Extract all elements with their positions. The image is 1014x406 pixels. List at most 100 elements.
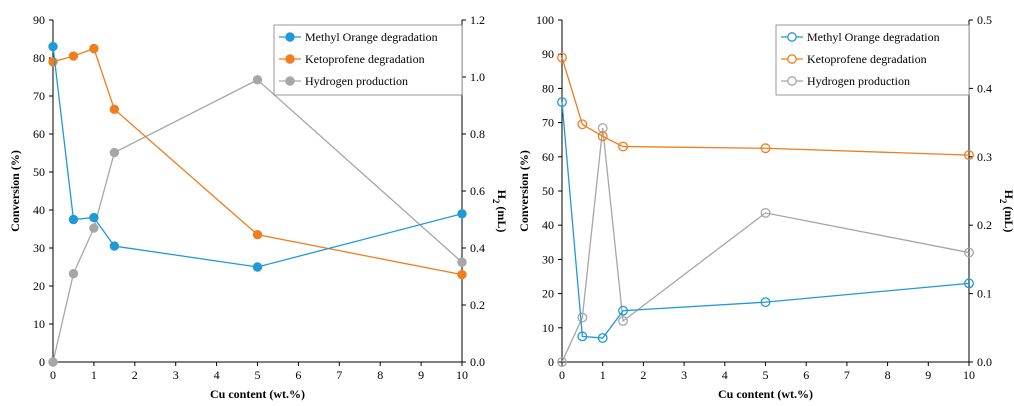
data-point xyxy=(457,257,467,267)
data-point xyxy=(760,143,771,154)
y-right-label-h: H xyxy=(1002,190,1014,200)
x-tick-label: 6 xyxy=(803,368,809,382)
x-tick-label: 5 xyxy=(255,368,261,382)
legend-label: Ketoprofene degradation xyxy=(807,52,927,66)
y-left-tick-label: 70 xyxy=(542,116,554,130)
legend-swatch-marker xyxy=(787,54,797,64)
x-tick-label: 0 xyxy=(50,368,56,382)
y-left-tick-label: 40 xyxy=(542,218,554,232)
y-left-tick-label: 70 xyxy=(33,89,45,103)
legend-swatch-marker xyxy=(787,76,797,86)
y-left-tick-label: 60 xyxy=(33,127,45,141)
legend-label: Hydrogen production xyxy=(807,74,910,88)
y-left-tick-label: 40 xyxy=(33,203,45,217)
y-right-tick-label: 0.1 xyxy=(977,287,992,301)
data-point xyxy=(89,223,99,233)
data-point xyxy=(457,209,467,219)
x-tick-label: 10 xyxy=(963,368,975,382)
data-point xyxy=(597,131,608,142)
y-left-tick-label: 50 xyxy=(33,165,45,179)
data-point xyxy=(252,262,263,272)
y-left-axis-label: Conversion (%) xyxy=(8,150,22,232)
data-point xyxy=(557,357,567,367)
x-tick-label: 4 xyxy=(214,368,220,382)
y-right-label-sub: 2 xyxy=(998,199,1008,204)
legend-swatch-marker xyxy=(285,54,295,64)
data-point xyxy=(618,305,629,316)
y-right-axis-label: H2 (mL) xyxy=(491,190,507,233)
x-tick-label: 8 xyxy=(885,368,891,382)
y-right-tick-label: 0.6 xyxy=(470,184,485,198)
data-point xyxy=(597,333,608,344)
data-point xyxy=(68,214,79,225)
y-right-tick-label: 1.0 xyxy=(470,70,485,84)
x-tick-label: 7 xyxy=(844,368,850,382)
data-point xyxy=(457,269,467,280)
data-point xyxy=(618,141,629,152)
legend-box xyxy=(775,24,970,96)
series-line xyxy=(52,46,463,268)
data-point xyxy=(89,43,99,54)
y-right-tick-label: 0.4 xyxy=(470,241,485,255)
y-left-tick-label: 80 xyxy=(33,51,45,65)
series-line xyxy=(561,128,970,363)
data-point xyxy=(109,104,120,115)
y-right-tick-label: 0.2 xyxy=(470,298,485,312)
legend-box xyxy=(273,24,463,96)
y-left-tick-label: 30 xyxy=(33,241,45,255)
y-left-tick-label: 30 xyxy=(542,252,554,266)
x-tick-label: 9 xyxy=(418,368,424,382)
x-tick-label: 4 xyxy=(722,368,728,382)
y-left-tick-label: 0 xyxy=(548,355,554,369)
data-point xyxy=(109,147,120,158)
y-left-tick-label: 10 xyxy=(542,321,554,335)
series-line xyxy=(561,57,970,156)
data-point xyxy=(964,247,974,258)
data-point xyxy=(597,123,608,134)
y-left-tick-label: 10 xyxy=(33,317,45,331)
data-point xyxy=(760,297,771,308)
data-point xyxy=(964,150,974,161)
y-left-tick-label: 90 xyxy=(33,13,45,27)
x-tick-label: 7 xyxy=(336,368,342,382)
series-line xyxy=(561,102,970,339)
x-tick-label: 3 xyxy=(681,368,687,382)
data-point xyxy=(252,75,263,85)
data-point xyxy=(577,119,588,130)
y-left-tick-label: 90 xyxy=(542,47,554,61)
series-line xyxy=(52,79,463,363)
legend-label: Methyl Orange degradation xyxy=(807,30,940,44)
x-tick-label: 0 xyxy=(559,368,565,382)
y-right-tick-label: 0.8 xyxy=(470,127,485,141)
y-left-tick-label: 50 xyxy=(542,184,554,198)
x-tick-label: 2 xyxy=(132,368,138,382)
legend-label: Ketoprofene degradation xyxy=(305,52,425,66)
y-left-tick-label: 0 xyxy=(39,355,45,369)
legend-swatch-marker xyxy=(285,76,295,86)
data-point xyxy=(577,331,588,342)
legend-label: Hydrogen production xyxy=(305,74,408,88)
y-right-tick-label: 1.2 xyxy=(470,13,485,27)
data-point xyxy=(48,357,58,367)
data-point xyxy=(68,51,79,61)
chart-left: 0 1 2 3 4 5 6 7 8 9 10 0 10 20 30 40 50 60 70 80 90 0.0 0.2 0.4… xyxy=(8,13,507,401)
y-right-label-h: H xyxy=(495,190,507,200)
y-right-label-unit: (mL) xyxy=(1002,203,1014,232)
data-point xyxy=(48,41,58,52)
y-right-tick-label: 0.2 xyxy=(977,218,992,232)
x-tick-label: 2 xyxy=(640,368,646,382)
x-tick-label: 5 xyxy=(763,368,769,382)
y-left-tick-label: 100 xyxy=(536,13,554,27)
x-tick-label: 6 xyxy=(295,368,301,382)
y-left-tick-label: 20 xyxy=(33,279,45,293)
x-axis-label: Cu content (wt.%) xyxy=(718,387,813,401)
legend-swatch-marker xyxy=(285,32,295,42)
data-point xyxy=(68,268,79,279)
x-axis-label: Cu content (wt.%) xyxy=(210,387,305,401)
y-left-tick-label: 60 xyxy=(542,150,554,164)
x-tick-label: 1 xyxy=(600,368,606,382)
y-right-label-sub: 2 xyxy=(491,199,501,204)
data-point xyxy=(964,278,974,289)
data-point xyxy=(48,57,58,67)
y-left-axis-label: Conversion (%) xyxy=(517,150,531,232)
